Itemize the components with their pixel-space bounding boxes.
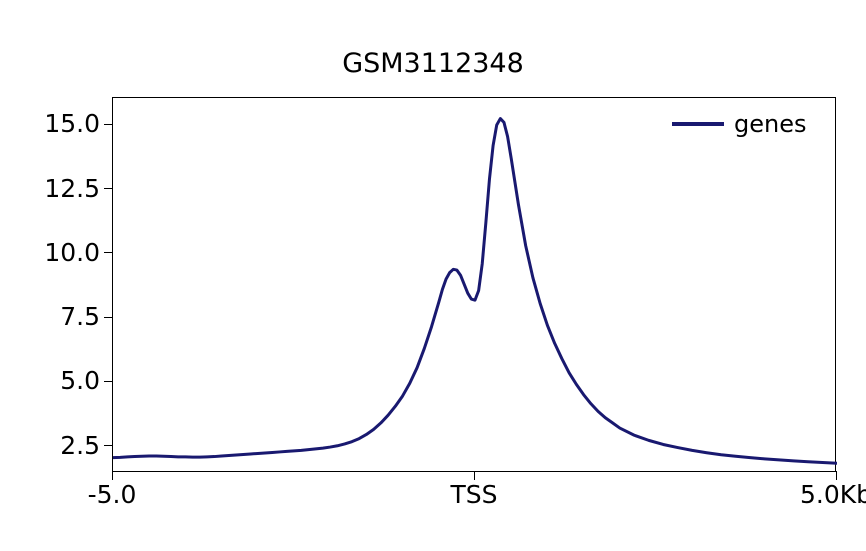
data-line-genes (113, 117, 837, 465)
x-tick-mark-2 (836, 471, 837, 480)
series-path-genes (113, 117, 837, 465)
x-tick-label-2: 5.0Kb (799, 480, 866, 509)
legend-line-swatch (672, 122, 724, 126)
chart-legend: genes (672, 111, 806, 137)
y-tick-mark-4 (104, 188, 113, 190)
y-tick-label-2: 7.5 (60, 302, 100, 332)
x-tick-mark-0 (112, 471, 113, 480)
x-tick-label-0: -5.0 (87, 480, 137, 509)
y-tick-label-0: 2.5 (60, 430, 100, 460)
chart-title: GSM3112348 (342, 48, 524, 79)
y-tick-label-1: 5.0 (60, 366, 100, 396)
plot-area (112, 97, 837, 472)
y-tick-label-4: 12.5 (44, 173, 100, 203)
legend-label-genes: genes (734, 110, 807, 138)
y-tick-mark-0 (104, 445, 113, 447)
y-tick-label-5: 15.0 (44, 109, 100, 139)
y-axis-tick-labels: 2.5 5.0 7.5 10.0 12.5 15.0 (0, 0, 100, 551)
x-tick-mark-1 (474, 471, 475, 480)
y-tick-label-3: 10.0 (44, 237, 100, 267)
y-tick-mark-3 (104, 252, 113, 254)
y-tick-mark-5 (104, 123, 113, 125)
y-tick-mark-1 (104, 380, 113, 382)
x-tick-label-1: TSS (450, 480, 498, 509)
y-tick-mark-2 (104, 316, 113, 318)
